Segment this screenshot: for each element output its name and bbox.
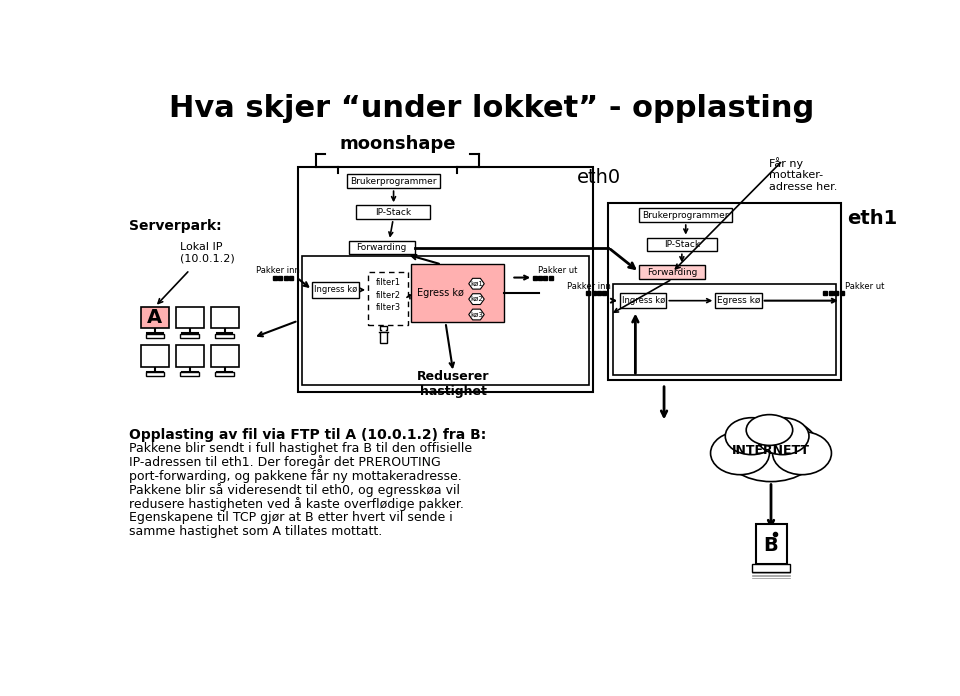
Bar [141, 307, 169, 329]
Text: Ingress kø: Ingress kø [621, 296, 664, 305]
Text: moonshape: moonshape [339, 134, 456, 152]
Bar [639, 208, 732, 222]
Text: Pakker inn: Pakker inn [567, 281, 612, 290]
Bar [356, 205, 430, 219]
Text: eth1: eth1 [847, 209, 898, 228]
Text: filter3: filter3 [375, 303, 400, 312]
Bar [176, 345, 204, 367]
Text: Brukerprogrammer: Brukerprogrammer [350, 177, 437, 186]
Text: INTERNETT: INTERNETT [732, 444, 810, 457]
Bar [299, 166, 592, 392]
Text: Egenskapene til TCP gjør at B etter hvert vil sende i: Egenskapene til TCP gjør at B etter hver… [130, 511, 453, 524]
Text: IP-Stack: IP-Stack [375, 207, 411, 216]
Text: kø3: kø3 [470, 312, 483, 317]
Bar [146, 334, 164, 338]
Ellipse shape [725, 418, 778, 454]
Text: Pakkene blir sendt i full hastighet fra B til den offisielle: Pakkene blir sendt i full hastighet fra … [130, 441, 472, 454]
Bar [609, 203, 841, 380]
Bar [752, 564, 790, 571]
Bar [146, 372, 164, 376]
Text: Brukerprogrammer: Brukerprogrammer [642, 211, 729, 220]
Text: IP-Stack: IP-Stack [663, 240, 700, 249]
Text: Pakkene blir så videresendt til eth0, og egresskøa vil: Pakkene blir så videresendt til eth0, og… [130, 483, 460, 497]
Bar [180, 334, 199, 338]
Bar [379, 332, 388, 343]
Text: Pakker ut: Pakker ut [845, 281, 884, 290]
Bar [176, 307, 204, 329]
Text: kø1: kø1 [470, 280, 483, 287]
Ellipse shape [723, 417, 819, 482]
Text: Egress kø: Egress kø [417, 288, 464, 299]
Bar [612, 284, 836, 374]
Ellipse shape [746, 415, 793, 445]
Bar [348, 175, 440, 188]
Text: samme hastighet som A tillates mottatt.: samme hastighet som A tillates mottatt. [130, 525, 382, 538]
Ellipse shape [756, 418, 809, 454]
Text: Forwarding: Forwarding [356, 243, 407, 252]
Text: A: A [147, 308, 162, 327]
Text: Hva skjer “under lokket” - opplasting: Hva skjer “under lokket” - opplasting [169, 94, 815, 122]
Text: redusere hastigheten ved å kaste overflødige pakker.: redusere hastigheten ved å kaste overflø… [130, 497, 465, 511]
Text: port-forwarding, og pakkene får ny mottakeradresse.: port-forwarding, og pakkene får ny motta… [130, 469, 462, 483]
Bar [715, 293, 761, 308]
Bar [141, 345, 169, 367]
Text: Lokal IP
(10.0.1.2): Lokal IP (10.0.1.2) [180, 242, 235, 264]
Bar [215, 372, 234, 376]
Polygon shape [468, 309, 484, 320]
Bar [348, 241, 415, 255]
Ellipse shape [710, 432, 770, 475]
Bar [647, 237, 717, 251]
Bar [368, 272, 408, 324]
Text: Reduserer
hastighet: Reduserer hastighet [417, 370, 490, 398]
Text: Forwarding: Forwarding [647, 268, 697, 277]
Polygon shape [468, 278, 484, 289]
Text: IP-adressen til eth1. Der foregår det PREROUTING: IP-adressen til eth1. Der foregår det PR… [130, 455, 441, 469]
Ellipse shape [773, 432, 831, 475]
Bar [210, 307, 239, 329]
Text: Pakker ut: Pakker ut [539, 266, 578, 275]
Bar [620, 293, 666, 308]
Text: Egress kø: Egress kø [717, 296, 760, 305]
Text: Opplasting av fil via FTP til A (10.0.1.2) fra B:: Opplasting av fil via FTP til A (10.0.1.… [130, 428, 487, 442]
Text: Pakker inn: Pakker inn [256, 266, 300, 275]
Bar [756, 524, 786, 564]
Bar [215, 334, 234, 338]
Text: Ingress kø: Ingress kø [314, 285, 357, 294]
Bar [411, 264, 504, 322]
Bar [639, 265, 706, 279]
Text: filter1: filter1 [375, 278, 400, 287]
Bar [302, 256, 588, 386]
Bar [210, 345, 239, 367]
Bar [312, 282, 359, 298]
Text: Får ny
mottaker-
adresse her.: Får ny mottaker- adresse her. [770, 157, 838, 192]
Text: Serverpark:: Serverpark: [130, 219, 222, 233]
Text: eth0: eth0 [577, 168, 621, 187]
Polygon shape [468, 294, 484, 305]
Text: B: B [763, 536, 779, 555]
Bar [180, 372, 199, 376]
Text: filter2: filter2 [375, 291, 400, 300]
Text: kø2: kø2 [470, 296, 483, 302]
